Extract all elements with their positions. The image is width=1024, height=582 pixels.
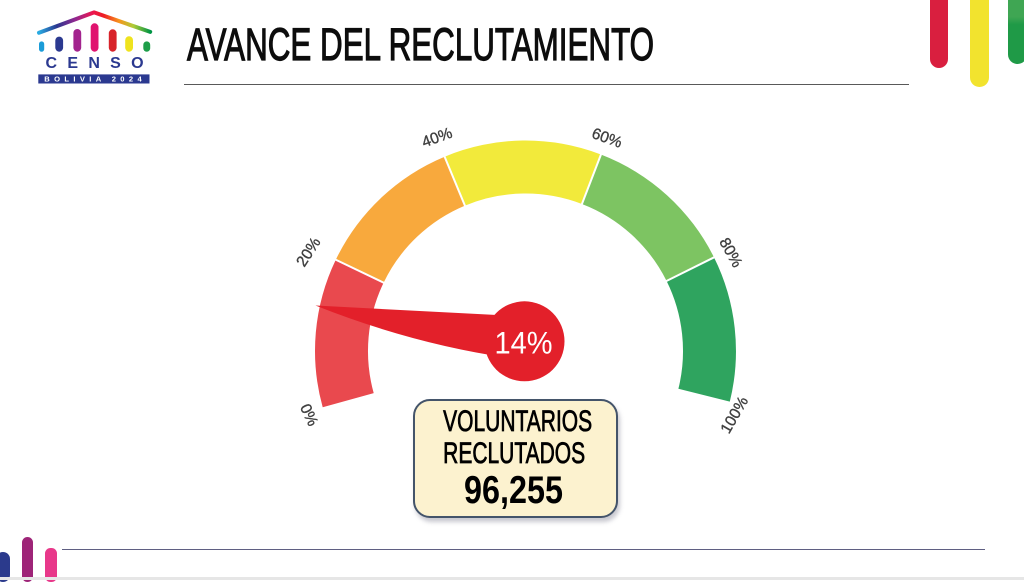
svg-text:20%: 20% <box>293 234 324 269</box>
svg-text:100%: 100% <box>718 394 753 437</box>
svg-text:60%: 60% <box>589 125 624 152</box>
svg-text:BOLIVIA 2024: BOLIVIA 2024 <box>44 75 146 84</box>
svg-text:80%: 80% <box>715 235 745 271</box>
svg-text:40%: 40% <box>420 125 455 152</box>
svg-text:14%: 14% <box>495 326 553 360</box>
svg-text:0%: 0% <box>296 401 321 429</box>
svg-text:CENSO: CENSO <box>46 55 154 72</box>
